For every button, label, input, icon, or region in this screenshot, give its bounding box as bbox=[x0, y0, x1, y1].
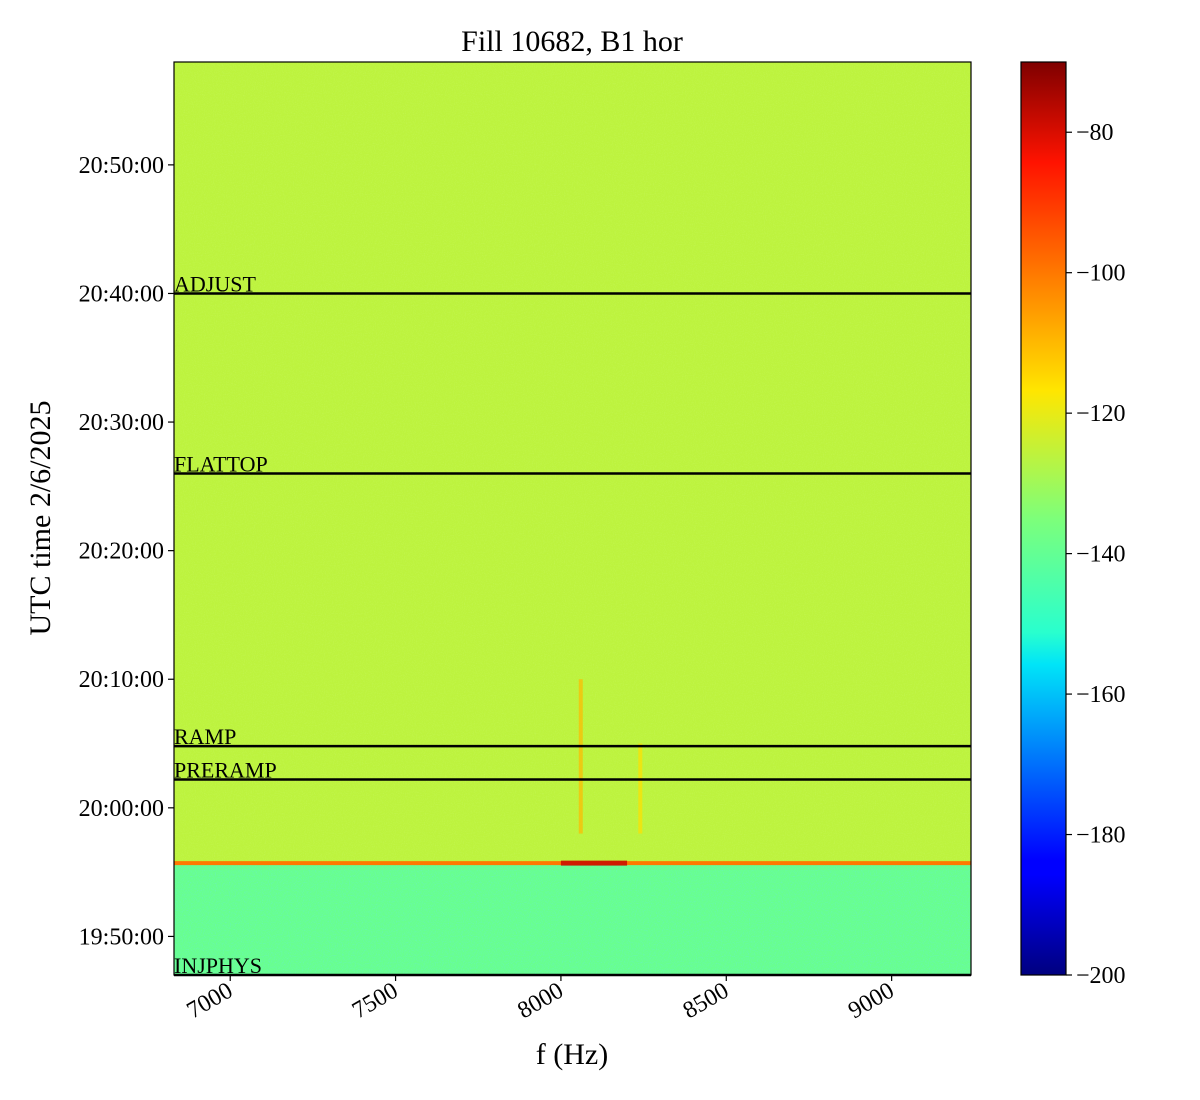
vertical-line-2 bbox=[638, 743, 643, 834]
y-tick-label: 20:20:00 bbox=[79, 539, 164, 565]
heatmap-noise-0 bbox=[174, 863, 971, 975]
phase-label-preramp: PRERAMP bbox=[174, 758, 277, 783]
colorbar-tick-label: −120 bbox=[1076, 401, 1126, 427]
colorbar-tick-label: −80 bbox=[1076, 120, 1114, 146]
x-axis-label: f (Hz) bbox=[536, 1038, 608, 1071]
phase-label-injphys: INJPHYS bbox=[174, 953, 262, 978]
y-tick-label: 20:40:00 bbox=[79, 281, 164, 307]
colorbar-tick-label: −100 bbox=[1076, 261, 1126, 287]
hot-line-peak bbox=[560, 860, 628, 866]
y-axis-label: UTC time 2/6/2025 bbox=[24, 401, 57, 636]
x-tick-label: 7500 bbox=[348, 978, 403, 1025]
colorbar-tick-label: −200 bbox=[1076, 963, 1126, 989]
y-tick-label: 20:00:00 bbox=[79, 796, 164, 822]
heatmap-noise-1 bbox=[174, 62, 971, 864]
y-tick-label: 20:50:00 bbox=[79, 153, 164, 179]
plot-area: INJPHYS PRERAMP RAMP FLATTOP ADJUST 7000 7500 8… bbox=[79, 61, 972, 1025]
x-tick-label: 8000 bbox=[513, 978, 568, 1025]
x-tick-label: 8500 bbox=[679, 978, 734, 1025]
phase-label-adjust: ADJUST bbox=[174, 271, 256, 296]
x-tick-label: 7000 bbox=[183, 978, 238, 1025]
y-tick-label: 20:30:00 bbox=[79, 410, 164, 436]
colorbar-tick-label: −180 bbox=[1076, 823, 1126, 849]
colorbar-tick-label: −160 bbox=[1076, 682, 1126, 708]
phase-label-ramp: RAMP bbox=[174, 724, 236, 749]
plot-frame bbox=[173, 61, 972, 976]
phase-label-flattop: FLATTOP bbox=[174, 451, 268, 476]
x-tick-label: 9000 bbox=[844, 978, 899, 1025]
colorbar: −80 −100 −120 −140 −160 −180 −200 bbox=[1020, 61, 1126, 989]
vertical-line-1 bbox=[578, 679, 583, 834]
colorbar-gradient bbox=[1020, 61, 1067, 976]
heatmap-field bbox=[174, 62, 971, 975]
colorbar-tick-label: −140 bbox=[1076, 542, 1126, 568]
y-tick-label: 20:10:00 bbox=[79, 667, 164, 693]
chart-title: Fill 10682, B1 hor bbox=[461, 25, 683, 58]
y-tick-label: 19:50:00 bbox=[79, 924, 164, 950]
